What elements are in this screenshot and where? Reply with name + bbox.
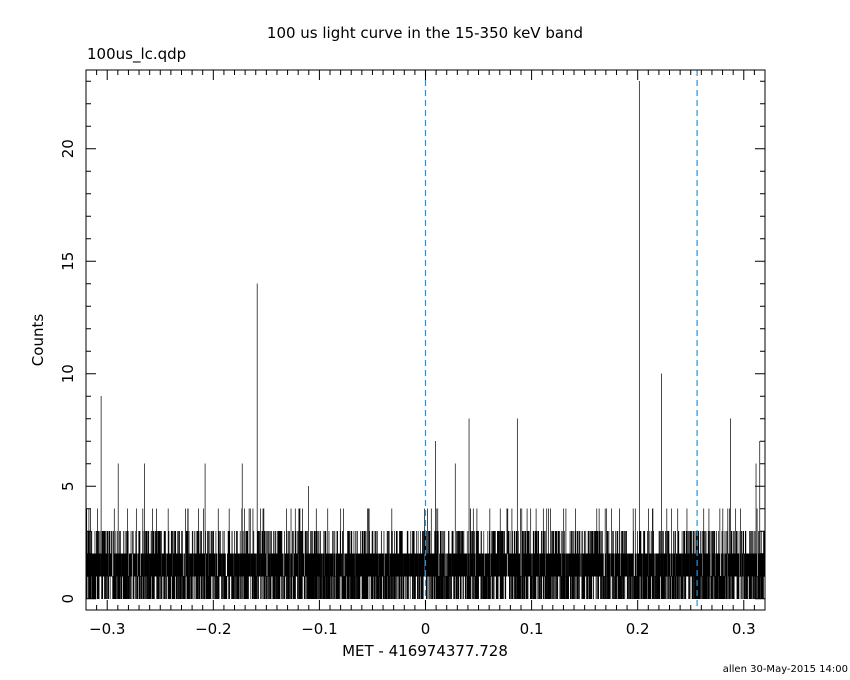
x-axis-label: MET - 416974377.728 xyxy=(342,642,508,660)
axis-ticks xyxy=(85,70,766,610)
x-tick-label: 0.3 xyxy=(732,620,756,638)
file-label: 100us_lc.qdp xyxy=(87,45,186,64)
x-tick-labels: −0.3 −0.2 −0.1 0 0.1 0.2 0.3 xyxy=(89,620,756,638)
y-tick-label: 20 xyxy=(59,139,77,158)
x-tick-label: −0.3 xyxy=(89,620,125,638)
x-tick-label: 0 xyxy=(421,620,431,638)
footer-stamp: allen 30-May-2015 14:00 xyxy=(723,664,848,675)
chart-title: 100 us light curve in the 15-350 keV ban… xyxy=(267,24,583,42)
reference-lines xyxy=(424,70,698,610)
y-axis-label: Counts xyxy=(29,314,47,367)
x-tick-label: −0.2 xyxy=(195,620,231,638)
x-tick-label: −0.1 xyxy=(301,620,337,638)
y-tick-label: 15 xyxy=(59,252,77,271)
x-tick-label: 0.2 xyxy=(626,620,650,638)
y-tick-label: 0 xyxy=(59,594,77,604)
x-tick-label: 0.1 xyxy=(520,620,544,638)
y-tick-label: 5 xyxy=(59,481,77,491)
y-tick-label: 10 xyxy=(59,364,77,383)
y-tick-labels: 0 5 10 15 20 xyxy=(59,139,77,603)
